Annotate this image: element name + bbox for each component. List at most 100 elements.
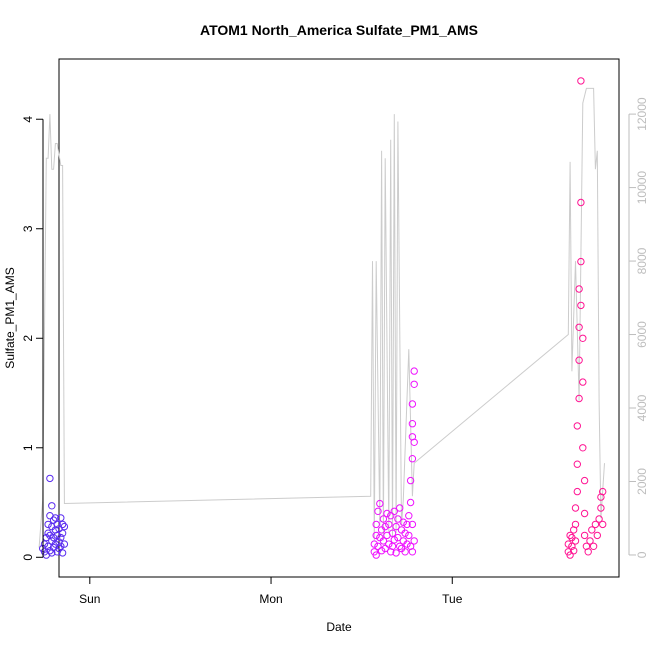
data-point-series-3 <box>579 378 587 386</box>
y2-tick-label: 6000 <box>635 321 649 348</box>
data-point-series-1 <box>60 540 69 548</box>
y-axis-left: 0 1 2 3 4 <box>21 116 44 561</box>
data-point-series-2 <box>374 542 382 550</box>
plot-frame <box>58 58 620 578</box>
data-point-series-2 <box>405 512 413 520</box>
data-point-series-2 <box>392 522 400 531</box>
data-point-series-2 <box>385 520 393 529</box>
data-point-series-2 <box>372 531 380 540</box>
data-point-series-2 <box>381 522 389 531</box>
data-point-series-3 <box>573 487 581 496</box>
y2-tick-label: 12000 <box>635 97 649 131</box>
data-point-series-1 <box>60 522 69 531</box>
data-point-series-2 <box>387 512 395 520</box>
data-point-series-2 <box>394 515 402 523</box>
data-point-series-3 <box>593 531 601 540</box>
data-point-series-3 <box>575 285 583 293</box>
data-point-series-3 <box>595 515 603 523</box>
data-point-series-3 <box>588 526 596 534</box>
y2-tick-label: 4000 <box>635 394 649 421</box>
data-point-series-3 <box>568 542 576 550</box>
data-point-series-2 <box>385 540 393 548</box>
data-point-series-3 <box>564 540 572 548</box>
y-tick-label: 0 <box>21 554 35 561</box>
data-point-series-2 <box>399 518 407 526</box>
y-axis-right: 0 2000 4000 6000 8000 10000 12000 <box>628 97 649 558</box>
y-axis-label: Sulfate_PM1_AMS <box>3 267 17 368</box>
x-tick-label: Tue <box>442 592 463 606</box>
y2-tick-label: 8000 <box>635 247 649 274</box>
data-point-series-2 <box>372 551 380 559</box>
data-point-series-3 <box>579 334 587 342</box>
data-point-series-1 <box>51 514 60 522</box>
data-point-series-3 <box>571 504 580 512</box>
data-point-series-2 <box>383 509 391 518</box>
data-point-series-2 <box>406 476 415 485</box>
data-point-series-1 <box>57 542 65 550</box>
data-point-series-3 <box>580 476 589 485</box>
data-point-series-3 <box>577 198 585 207</box>
data-points-layer <box>39 77 607 559</box>
data-point-series-1 <box>58 529 67 537</box>
data-point-series-2 <box>372 520 380 529</box>
data-point-series-2 <box>410 367 418 375</box>
data-point-series-1 <box>53 520 61 529</box>
y2-tick-label: 0 <box>635 551 649 558</box>
data-point-series-3 <box>566 531 574 540</box>
data-point-series-3 <box>589 542 598 550</box>
data-point-series-2 <box>408 400 417 408</box>
data-point-series-3 <box>577 301 585 310</box>
data-point-series-3 <box>599 520 607 529</box>
data-point-series-1 <box>44 529 52 537</box>
x-axis: Sun Mon Tue <box>79 576 463 606</box>
data-point-series-1 <box>46 474 54 483</box>
data-point-series-2 <box>406 498 415 507</box>
y-tick-label: 3 <box>21 225 35 232</box>
y-tick-label: 2 <box>21 335 35 342</box>
data-point-series-1 <box>49 533 58 542</box>
data-point-series-3 <box>577 257 585 266</box>
x-axis-label: Date <box>326 620 352 634</box>
data-point-series-1 <box>57 514 65 522</box>
data-point-series-2 <box>374 507 382 515</box>
y2-tick-label: 10000 <box>635 171 649 205</box>
data-point-series-3 <box>586 537 594 545</box>
x-tick-label: Sun <box>79 592 100 606</box>
data-point-series-3 <box>599 487 607 496</box>
data-point-series-2 <box>403 520 411 529</box>
data-point-series-1 <box>48 502 56 510</box>
altitude-line <box>38 87 605 548</box>
data-point-series-2 <box>379 537 388 545</box>
data-point-series-2 <box>388 542 397 550</box>
data-point-series-1 <box>40 540 49 548</box>
data-point-series-2 <box>408 520 417 529</box>
data-point-series-2 <box>377 547 386 555</box>
data-point-series-3 <box>573 460 581 468</box>
data-point-series-3 <box>580 509 589 518</box>
data-point-series-3 <box>577 77 585 85</box>
data-point-series-1 <box>55 544 63 553</box>
data-point-series-2 <box>392 549 400 557</box>
data-point-series-1 <box>58 549 67 557</box>
altitude-line-layer <box>38 87 605 548</box>
data-point-series-2 <box>403 540 411 548</box>
data-point-series-3 <box>575 394 583 403</box>
data-point-series-1 <box>44 520 52 529</box>
data-point-series-3 <box>575 356 583 364</box>
data-point-series-1 <box>58 520 67 529</box>
y2-tick-label: 2000 <box>635 468 649 495</box>
data-point-series-2 <box>388 529 397 537</box>
data-point-series-1 <box>44 542 52 550</box>
data-point-series-3 <box>566 551 574 559</box>
data-point-series-2 <box>401 529 409 537</box>
data-point-series-2 <box>370 540 378 548</box>
data-point-series-3 <box>573 422 581 430</box>
x-tick-label: Mon <box>259 592 282 606</box>
data-point-series-2 <box>401 548 409 556</box>
chart-title: ATOM1 North_America Sulfate_PM1_AMS <box>200 22 478 38</box>
data-point-series-2 <box>390 536 398 544</box>
data-point-series-2 <box>396 542 404 550</box>
data-point-series-2 <box>410 380 418 388</box>
